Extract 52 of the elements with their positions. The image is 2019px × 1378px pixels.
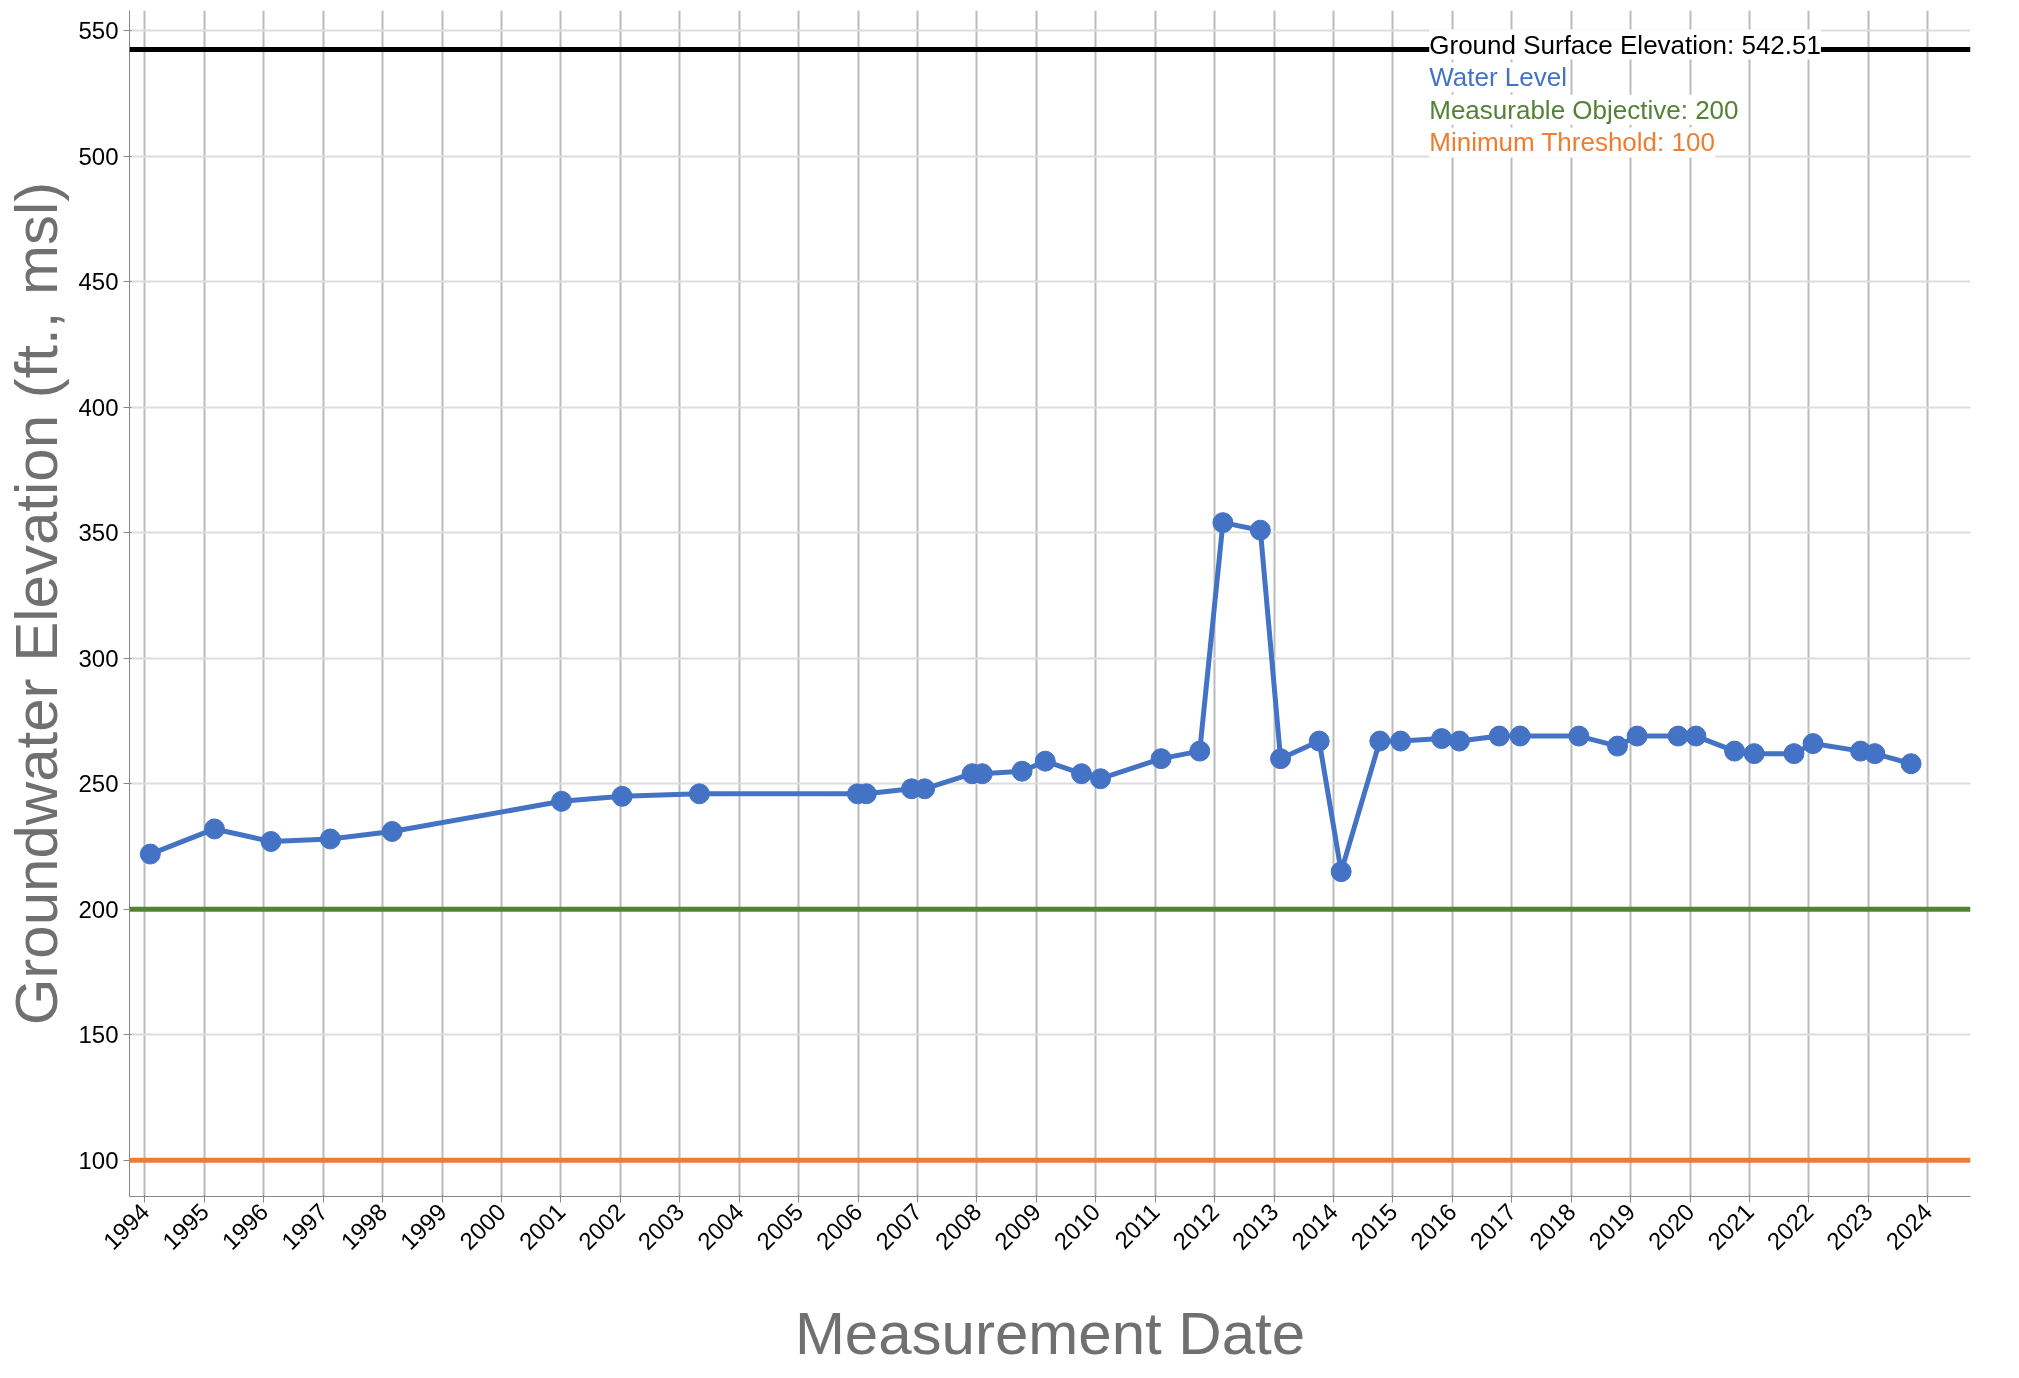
y-tick-label: 450 <box>78 268 119 296</box>
point <box>1724 740 1746 762</box>
y-tick-label: 100 <box>78 1146 119 1174</box>
point <box>1071 763 1092 785</box>
y-tick-label: 150 <box>78 1021 119 1049</box>
point <box>1308 730 1330 752</box>
point <box>1150 748 1172 770</box>
point <box>1090 768 1112 790</box>
point <box>1802 733 1824 755</box>
text: Water Level <box>1429 62 1568 93</box>
point <box>688 783 710 805</box>
y-tick-label: 350 <box>78 519 119 547</box>
point <box>1626 725 1648 747</box>
ref-line-label: Ground Surface Elevation: 542.51 <box>1429 29 1821 60</box>
y-tick-label: 250 <box>78 770 119 798</box>
point <box>1900 753 1922 775</box>
point <box>1568 725 1590 747</box>
point <box>1189 740 1211 762</box>
point <box>1330 861 1352 883</box>
point <box>203 818 225 840</box>
y-axis-title: Groundwater Elevation (ft., msl) <box>3 181 71 1026</box>
point <box>381 820 403 842</box>
point <box>1509 725 1531 747</box>
y-tick-label: 500 <box>78 142 119 170</box>
point <box>260 831 282 852</box>
point <box>1249 519 1271 541</box>
point <box>611 785 633 807</box>
y-tick-label: 400 <box>78 393 119 421</box>
point <box>1783 743 1805 765</box>
point <box>139 843 161 865</box>
point <box>1369 730 1391 752</box>
point <box>1212 512 1234 534</box>
point <box>1011 760 1033 782</box>
point <box>1448 730 1470 752</box>
x-axis-title: Measurement Date <box>794 1300 1306 1368</box>
point <box>1607 735 1629 757</box>
ref-line-label: Minimum Threshold: 100 <box>1429 127 1715 158</box>
point <box>1390 730 1412 752</box>
point <box>1431 728 1453 750</box>
point <box>1488 725 1510 747</box>
point <box>1034 750 1056 772</box>
y-tick-label: 200 <box>78 895 119 923</box>
point <box>1864 743 1886 765</box>
point <box>1667 725 1689 747</box>
point <box>319 828 341 850</box>
point <box>1685 725 1707 747</box>
y-tick-label: 550 <box>78 17 119 45</box>
y-tick-label: 300 <box>78 644 119 672</box>
point <box>551 790 573 812</box>
point <box>1270 748 1292 770</box>
ref-line-label: Measurable Objective: 200 <box>1429 94 1739 125</box>
point <box>1743 743 1765 765</box>
